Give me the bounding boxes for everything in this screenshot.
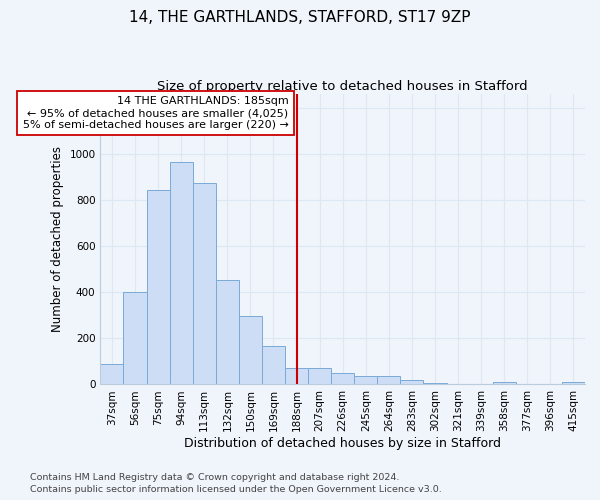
Bar	[239, 316, 262, 384]
Bar	[216, 280, 239, 384]
Bar	[400, 380, 424, 384]
Text: Contains HM Land Registry data © Crown copyright and database right 2024.: Contains HM Land Registry data © Crown c…	[30, 474, 400, 482]
Text: 14 THE GARTHLANDS: 185sqm
← 95% of detached houses are smaller (4,025)
5% of sem: 14 THE GARTHLANDS: 185sqm ← 95% of detac…	[23, 96, 289, 130]
Bar	[331, 373, 354, 384]
Bar	[262, 346, 285, 385]
Bar	[424, 382, 446, 384]
Bar	[124, 292, 146, 384]
Bar	[170, 162, 193, 384]
Text: 14, THE GARTHLANDS, STAFFORD, ST17 9ZP: 14, THE GARTHLANDS, STAFFORD, ST17 9ZP	[129, 10, 471, 25]
X-axis label: Distribution of detached houses by size in Stafford: Distribution of detached houses by size …	[184, 437, 501, 450]
Bar	[562, 382, 585, 384]
Bar	[493, 382, 516, 384]
Y-axis label: Number of detached properties: Number of detached properties	[51, 146, 64, 332]
Bar	[193, 183, 216, 384]
Text: Contains public sector information licensed under the Open Government Licence v3: Contains public sector information licen…	[30, 484, 442, 494]
Title: Size of property relative to detached houses in Stafford: Size of property relative to detached ho…	[157, 80, 528, 93]
Bar	[354, 376, 377, 384]
Bar	[146, 190, 170, 384]
Bar	[285, 368, 308, 384]
Bar	[100, 364, 124, 384]
Bar	[377, 376, 400, 384]
Bar	[308, 368, 331, 384]
